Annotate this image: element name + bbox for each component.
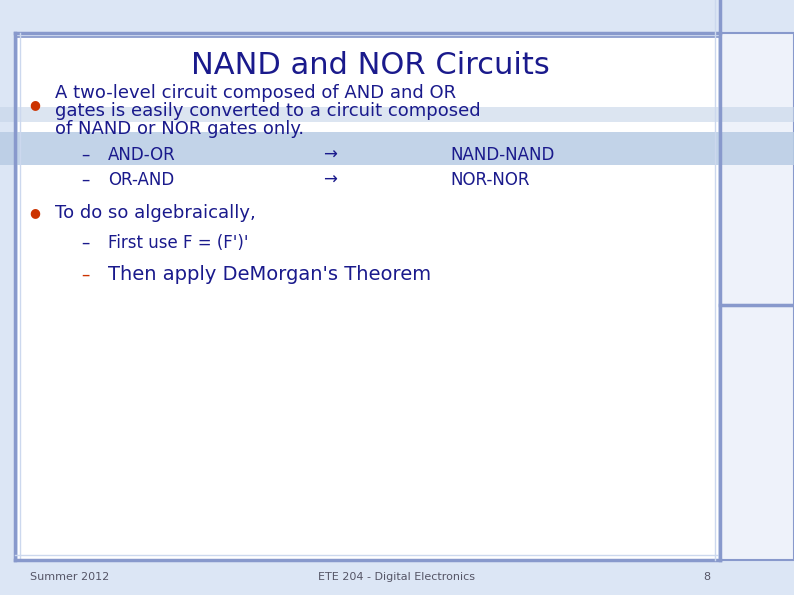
Bar [0, 0, 794, 35]
Text: of NAND or NOR gates only.: of NAND or NOR gates only. [55, 120, 304, 138]
Text: –: – [81, 266, 89, 284]
Text: ●: ● [29, 99, 40, 111]
Text: 8: 8 [703, 572, 710, 582]
Text: First use F = (F')': First use F = (F')' [108, 234, 249, 252]
Text: gates is easily converted to a circuit composed: gates is easily converted to a circuit c… [55, 102, 480, 120]
Text: NAND and NOR Circuits: NAND and NOR Circuits [191, 51, 549, 80]
Bar [0, 132, 794, 165]
Bar [720, 33, 794, 305]
Text: OR-AND: OR-AND [108, 171, 174, 189]
Text: AND-OR: AND-OR [108, 146, 175, 164]
Text: NAND-NAND: NAND-NAND [450, 146, 554, 164]
Text: A two-level circuit composed of AND and OR: A two-level circuit composed of AND and … [55, 84, 456, 102]
Text: →: → [323, 146, 337, 164]
Text: –: – [81, 234, 89, 252]
Text: To do so algebraically,: To do so algebraically, [55, 204, 256, 222]
Bar [718, 0, 794, 595]
Text: ●: ● [29, 206, 40, 220]
Bar [720, 306, 794, 560]
Text: –: – [81, 146, 89, 164]
Text: ETE 204 - Digital Electronics: ETE 204 - Digital Electronics [318, 572, 476, 582]
Bar [18, 35, 718, 560]
Text: →: → [323, 171, 337, 189]
Bar [0, 107, 794, 122]
Text: Summer 2012: Summer 2012 [30, 572, 110, 582]
Bar [0, 32, 718, 37]
Bar [0, 560, 794, 595]
Text: NOR-NOR: NOR-NOR [450, 171, 530, 189]
Bar [0, 0, 18, 595]
Text: –: – [81, 171, 89, 189]
Text: Then apply DeMorgan's Theorem: Then apply DeMorgan's Theorem [108, 265, 431, 284]
